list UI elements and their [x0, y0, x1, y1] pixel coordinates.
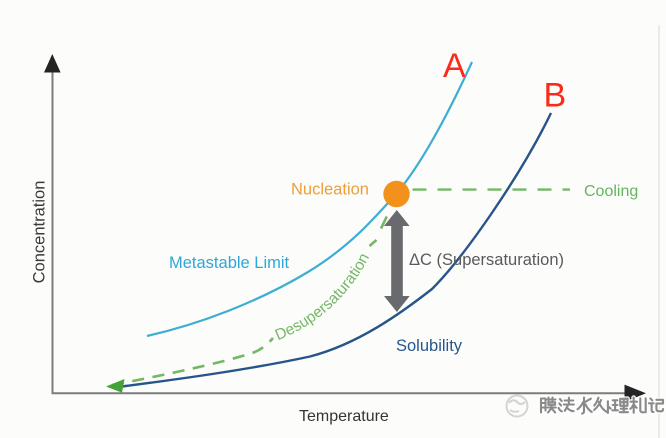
svg-text:ΔC (Supersaturation): ΔC (Supersaturation) — [409, 251, 564, 269]
svg-text:B: B — [544, 77, 567, 115]
svg-text:Solubility: Solubility — [396, 337, 463, 355]
svg-text:A: A — [443, 47, 466, 85]
svg-text:Nucleation: Nucleation — [291, 181, 369, 199]
svg-text:Temperature: Temperature — [299, 408, 389, 425]
svg-text:Concentration: Concentration — [31, 181, 49, 284]
svg-text:Cooling: Cooling — [584, 183, 638, 200]
svg-text:Metastable Limit: Metastable Limit — [169, 254, 290, 272]
